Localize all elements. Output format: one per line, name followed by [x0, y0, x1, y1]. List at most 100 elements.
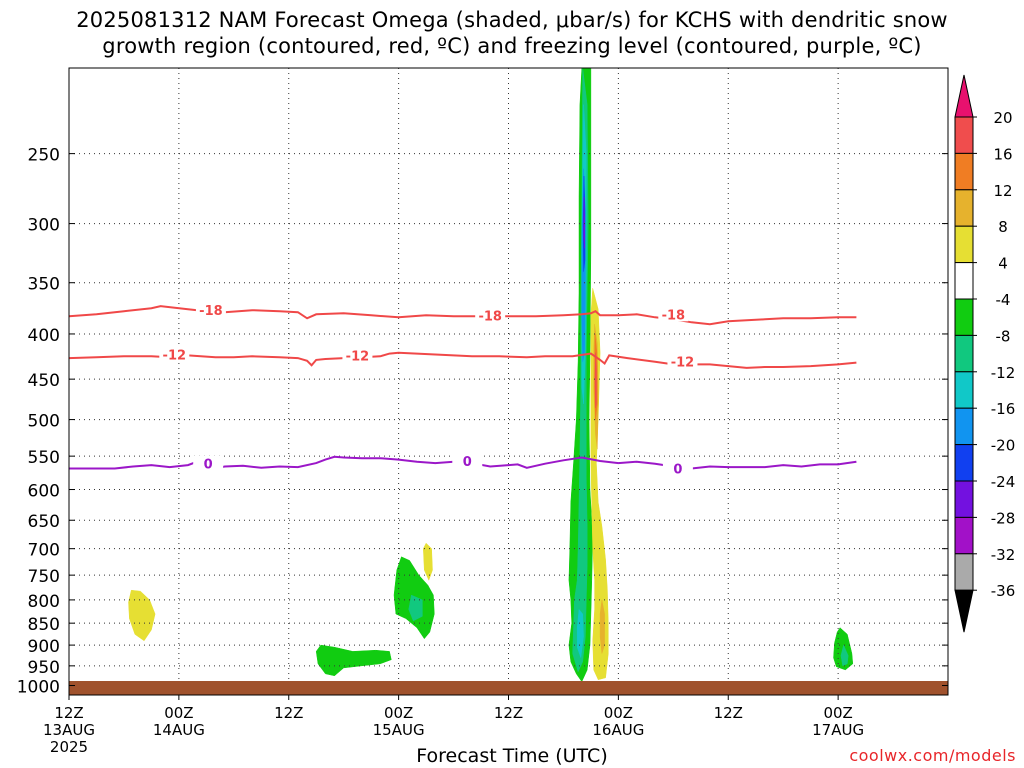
omega-shade-region — [423, 542, 433, 581]
contour-label: -18 — [199, 304, 223, 319]
colorbar-label: 12 — [993, 182, 1012, 200]
colorbar-segment — [954, 371, 974, 409]
omega-shade-region — [315, 644, 392, 677]
colorbar-label: 8 — [998, 218, 1008, 236]
x-tick-label: 14AUG — [153, 721, 205, 739]
contour-label-bg — [159, 346, 190, 362]
contour-line — [68, 305, 857, 326]
colorbar: 20 16 12 8 4 -4 -8 -12 -16 -20 -24 -28 -32 -36 — [954, 74, 1016, 633]
colorbar-segment — [954, 298, 974, 336]
x-tick-label: 12Z — [494, 704, 523, 722]
colorbar-segment — [954, 407, 974, 446]
colorbar-segment — [954, 334, 974, 373]
y-tick-label: 250 — [28, 146, 60, 166]
colorbar-bottom-arrow — [954, 589, 974, 633]
omega-shade-region — [590, 288, 609, 680]
colorbar-label: 16 — [993, 145, 1012, 163]
y-axis: 2503003504004505005506006507007508008509… — [17, 146, 948, 698]
colorbar-label: -8 — [996, 327, 1011, 345]
y-tick-label: 350 — [28, 275, 60, 295]
contour-label-bg — [662, 460, 693, 476]
colorbar-segment — [954, 189, 974, 227]
omega-shading-layer — [128, 67, 854, 683]
omega-shade-region — [583, 197, 585, 249]
colorbar-top-arrow — [954, 74, 974, 118]
omega-shade-region — [594, 352, 597, 408]
colorbar-label: -12 — [991, 364, 1016, 382]
grid-layer — [69, 68, 948, 695]
contour-label: -18 — [478, 309, 502, 324]
colorbar-label: -36 — [991, 582, 1016, 600]
colorbar-label: -20 — [991, 437, 1016, 455]
omega-shade-region — [408, 594, 423, 622]
y-tick-label: 950 — [28, 658, 60, 678]
x-tick-label: 17AUG — [812, 721, 864, 739]
y-tick-label: 450 — [28, 371, 60, 391]
contour-label: 0 — [463, 455, 472, 470]
x-tick-label: 15AUG — [373, 721, 425, 739]
colorbar-segment — [954, 444, 974, 482]
omega-shade-region — [840, 644, 849, 667]
colorbar-segment — [954, 225, 974, 264]
contour-label: 0 — [204, 458, 213, 473]
x-axis-title: Forecast Time (UTC) — [416, 745, 608, 767]
colorbar-segment — [954, 262, 974, 300]
colorbar-label: -28 — [991, 509, 1016, 527]
y-tick-label: 300 — [28, 216, 60, 236]
colorbar-label: 4 — [998, 255, 1008, 273]
colorbar-label: -32 — [991, 546, 1016, 564]
colorbar-label: 20 — [993, 109, 1012, 127]
x-tick-label: 00Z — [604, 704, 633, 722]
contour-label-bg — [475, 307, 506, 323]
y-tick-label: 750 — [28, 567, 60, 587]
x-tick-label: 00Z — [164, 704, 193, 722]
credit-link[interactable]: coolwx.com/models — [849, 746, 1016, 765]
x-tick-label: 2025 — [50, 738, 88, 756]
contour-label-bg — [193, 455, 224, 471]
contour-label: -18 — [662, 308, 686, 323]
y-tick-label: 900 — [28, 637, 60, 657]
ground-bar — [69, 681, 948, 695]
y-tick-label: 600 — [28, 482, 60, 502]
y-tick-label: 850 — [28, 615, 60, 635]
y-tick-label: 500 — [28, 412, 60, 432]
contour-label: -12 — [346, 349, 370, 364]
colorbar-segment — [954, 516, 974, 555]
colorbar-label: -16 — [991, 400, 1016, 418]
contour-label-bg — [658, 306, 689, 322]
contour-label: -12 — [671, 356, 695, 371]
colorbar-segment — [954, 152, 974, 191]
y-tick-label: 650 — [28, 512, 60, 532]
colorbar-label: -4 — [996, 291, 1011, 309]
colorbar-segment — [954, 480, 974, 518]
omega-shade-region — [599, 599, 605, 654]
y-tick-label: 550 — [28, 448, 60, 468]
colorbar-segment — [954, 116, 974, 154]
colorbar-segment — [954, 553, 974, 591]
contour-label: 0 — [673, 462, 682, 477]
contour-label-bg — [342, 347, 373, 363]
x-tick-label: 13AUG — [43, 721, 95, 739]
contour-label: -12 — [163, 348, 187, 363]
x-tick-label: 12Z — [714, 704, 743, 722]
omega-shade-region — [576, 608, 584, 658]
chart-title-line2: growth region (contoured, red, ºC) and f… — [102, 34, 922, 58]
x-tick-label: 16AUG — [592, 721, 644, 739]
colorbar-label: -24 — [991, 473, 1016, 491]
omega-shade-region — [128, 589, 156, 642]
plot-frame — [68, 67, 949, 696]
y-tick-label: 800 — [28, 592, 60, 612]
chart-title-line1: 2025081312 NAM Forecast Omega (shaded, μ… — [76, 8, 948, 32]
contour-line — [68, 351, 857, 369]
contour-layer: -18 -18 -18 -12 -12 -12 0 0 0 — [68, 302, 857, 477]
x-tick-label: 12Z — [54, 704, 83, 722]
x-tick-label: 00Z — [823, 704, 852, 722]
x-tick-label: 12Z — [274, 704, 303, 722]
y-tick-label: 700 — [28, 541, 60, 561]
y-tick-label: 1000 — [17, 678, 60, 698]
contour-label-bg — [452, 452, 483, 468]
contour-label-bg — [195, 302, 226, 318]
x-tick-label: 00Z — [384, 704, 413, 722]
